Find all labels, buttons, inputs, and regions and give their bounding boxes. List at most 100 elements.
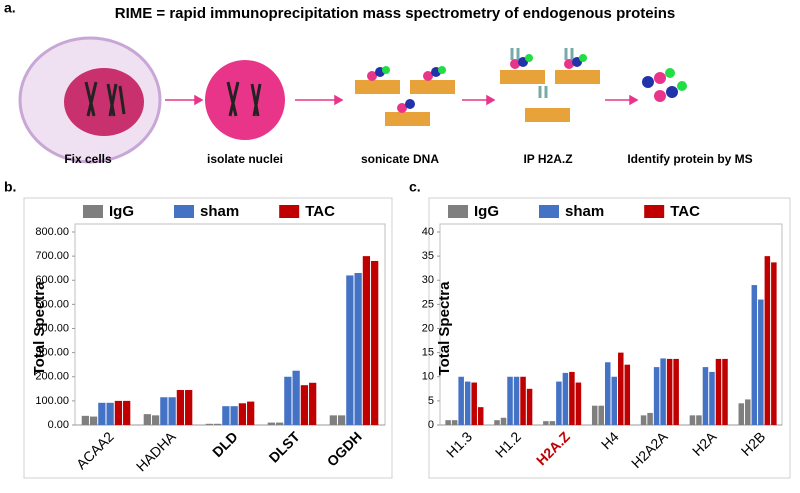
x-tick-label: H1.2 [492, 428, 524, 460]
y-tick-label: 800.00 [35, 226, 69, 238]
bar [371, 260, 379, 425]
y-tick-label: 600.00 [35, 274, 69, 286]
bar [309, 382, 317, 425]
chart-frame [23, 197, 393, 479]
y-tick-label: 10 [422, 371, 434, 383]
bar [745, 399, 751, 425]
bar [696, 415, 702, 425]
bar [764, 256, 771, 425]
bar [477, 407, 484, 425]
y-tick-label: 40 [422, 226, 434, 238]
bar [715, 358, 722, 425]
bar [151, 415, 160, 425]
bar [624, 364, 631, 425]
x-tick-label: H1.3 [443, 428, 475, 460]
bar [569, 371, 575, 425]
bar [618, 352, 624, 425]
bar [247, 401, 255, 425]
legend-swatch [448, 205, 468, 218]
bar [464, 381, 471, 425]
y-tick-label: 15 [422, 347, 434, 359]
dna-fragments [355, 66, 455, 126]
bar [526, 388, 533, 425]
x-tick-label: H2B [738, 428, 769, 459]
y-tick-label: 0 [428, 419, 434, 431]
bar [238, 403, 247, 425]
nucleus [205, 60, 285, 140]
x-tick-label: H4 [598, 428, 622, 452]
bar [758, 299, 764, 425]
step-label: sonicate DNA [361, 152, 439, 166]
plot-frame [439, 223, 783, 426]
ip-complexes [500, 48, 600, 122]
bar [689, 415, 696, 425]
bar [160, 397, 168, 425]
panel-label: b. [4, 179, 16, 195]
step-label: isolate nuclei [207, 152, 283, 166]
y-tick-label: 500.00 [35, 298, 69, 310]
bar [98, 402, 106, 425]
bar [213, 423, 222, 425]
bar [114, 400, 123, 425]
x-tick-label: H2A2A [628, 428, 671, 471]
bar [176, 390, 185, 425]
step-label: IP H2A.Z [523, 152, 572, 166]
bar [549, 421, 556, 425]
bar [647, 412, 653, 425]
arrows [165, 94, 639, 106]
legend-label: IgG [474, 203, 499, 220]
x-tick-label: DLD [209, 428, 241, 460]
bar [500, 417, 507, 425]
chromatin [226, 81, 262, 117]
y-tick-label: 35 [422, 250, 434, 262]
x-tick-label: H2A [689, 428, 720, 459]
bar [591, 405, 598, 425]
bar [89, 416, 98, 425]
bar [513, 376, 520, 425]
bar [520, 376, 526, 425]
bar [292, 370, 300, 425]
bar [300, 385, 309, 425]
legend-swatch [174, 205, 194, 218]
x-tick-label: ACAA2 [73, 428, 117, 472]
legend-label: TAC [670, 203, 700, 220]
bar [458, 376, 464, 425]
bar [722, 358, 728, 425]
bar [562, 372, 569, 425]
bar [751, 285, 758, 425]
bar [362, 256, 371, 425]
bar [185, 390, 193, 425]
bar [275, 422, 284, 425]
bar [267, 422, 275, 425]
y-tick-label: 30 [422, 274, 434, 286]
x-tick-label: OGDH [324, 428, 365, 469]
y-tick-label: 400.00 [35, 322, 69, 334]
legend-label: sham [200, 203, 239, 220]
bar [346, 275, 354, 425]
bar [284, 376, 292, 425]
bar [222, 406, 230, 425]
bar [738, 403, 745, 425]
bar [543, 421, 549, 425]
diagram-title: RIME = rapid immunoprecipitation mass sp… [115, 5, 676, 22]
bar [354, 273, 362, 425]
bar [673, 358, 679, 425]
step-label: Fix cells [64, 152, 112, 166]
nucleus [64, 68, 144, 136]
bar [604, 362, 611, 425]
chromatin [84, 81, 126, 117]
bar [106, 402, 114, 425]
y-tick-label: 200.00 [35, 371, 69, 383]
bar [168, 397, 176, 425]
legend-swatch [644, 205, 665, 218]
y-axis-label: Total Spectra [31, 281, 48, 376]
bar [660, 358, 666, 425]
bar [445, 420, 451, 425]
bar [329, 415, 337, 425]
y-axis-label: Total Spectra [436, 281, 453, 376]
legend-label: sham [565, 203, 604, 220]
proteins [642, 68, 687, 102]
y-tick-label: 25 [422, 298, 434, 310]
x-tick-label: DLST [266, 428, 303, 465]
